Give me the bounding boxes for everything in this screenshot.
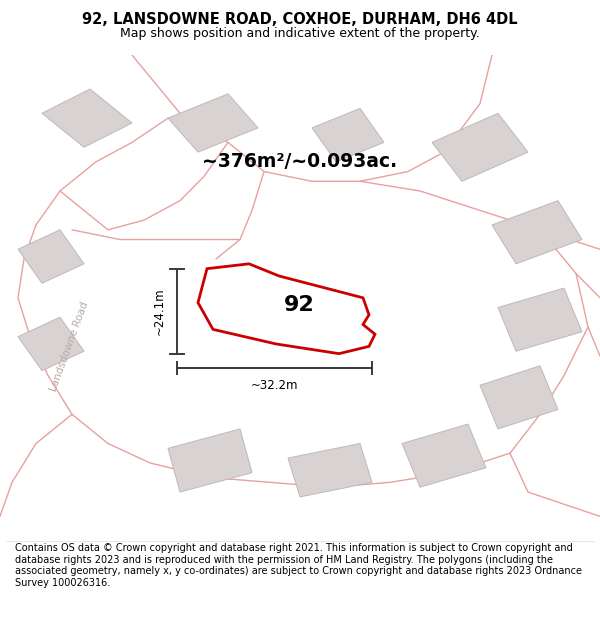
Polygon shape	[42, 89, 132, 148]
Text: Map shows position and indicative extent of the property.: Map shows position and indicative extent…	[120, 27, 480, 39]
Text: 92: 92	[283, 295, 314, 315]
Polygon shape	[18, 230, 84, 283]
Text: 92, LANSDOWNE ROAD, COXHOE, DURHAM, DH6 4DL: 92, LANSDOWNE ROAD, COXHOE, DURHAM, DH6 …	[82, 12, 518, 27]
Polygon shape	[492, 201, 582, 264]
Polygon shape	[168, 429, 252, 492]
Text: ~32.2m: ~32.2m	[251, 379, 298, 392]
Text: ~376m²/~0.093ac.: ~376m²/~0.093ac.	[202, 152, 398, 171]
Text: Contains OS data © Crown copyright and database right 2021. This information is : Contains OS data © Crown copyright and d…	[15, 543, 582, 588]
Polygon shape	[288, 444, 372, 497]
Polygon shape	[498, 288, 582, 351]
Polygon shape	[432, 113, 528, 181]
Polygon shape	[480, 366, 558, 429]
Polygon shape	[402, 424, 486, 488]
Text: ~24.1m: ~24.1m	[153, 288, 166, 335]
Polygon shape	[168, 94, 258, 152]
Polygon shape	[312, 108, 384, 162]
Text: Landsdowne Road: Landsdowne Road	[48, 300, 90, 392]
Polygon shape	[18, 318, 84, 371]
